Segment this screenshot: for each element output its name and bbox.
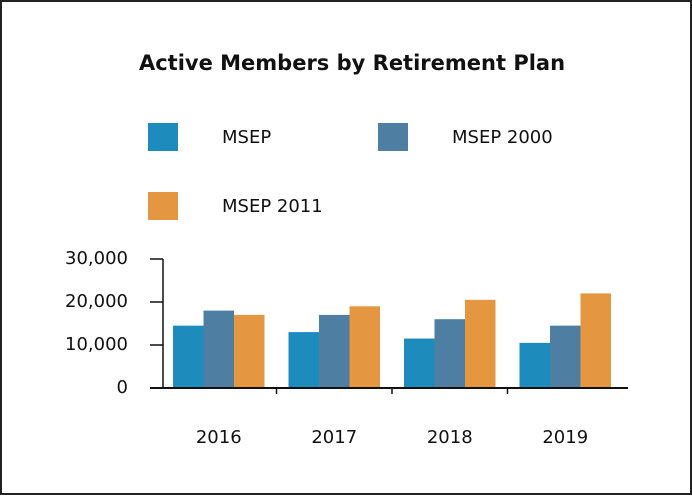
bar: [349, 306, 380, 388]
x-tick-label: 2017: [311, 427, 357, 448]
legend-label: MSEP: [222, 127, 271, 148]
bar: [288, 332, 319, 388]
bar: [519, 342, 550, 388]
y-tick-label: 10,000: [65, 334, 128, 355]
bar: [234, 314, 265, 388]
legend-swatch: [148, 123, 178, 151]
bar: [173, 325, 204, 388]
x-tick-label: 2016: [196, 427, 242, 448]
bar: [404, 338, 435, 388]
legend-swatch: [378, 123, 408, 151]
x-tick-label: 2018: [427, 427, 473, 448]
bar: [550, 325, 581, 388]
bar: [434, 319, 465, 388]
bar: [203, 310, 234, 388]
legend-label: MSEP 2011: [222, 196, 323, 217]
x-tick-label: 2019: [542, 427, 588, 448]
bar: [580, 293, 611, 388]
y-tick-label: 0: [117, 377, 128, 398]
legend-swatch: [148, 192, 178, 220]
y-tick-label: 20,000: [65, 291, 128, 312]
y-tick-label: 30,000: [65, 248, 128, 269]
bar: [465, 299, 496, 388]
legend-label: MSEP 2000: [452, 127, 553, 148]
chart-title: Active Members by Retirement Plan: [139, 51, 565, 75]
bar: [319, 314, 350, 388]
